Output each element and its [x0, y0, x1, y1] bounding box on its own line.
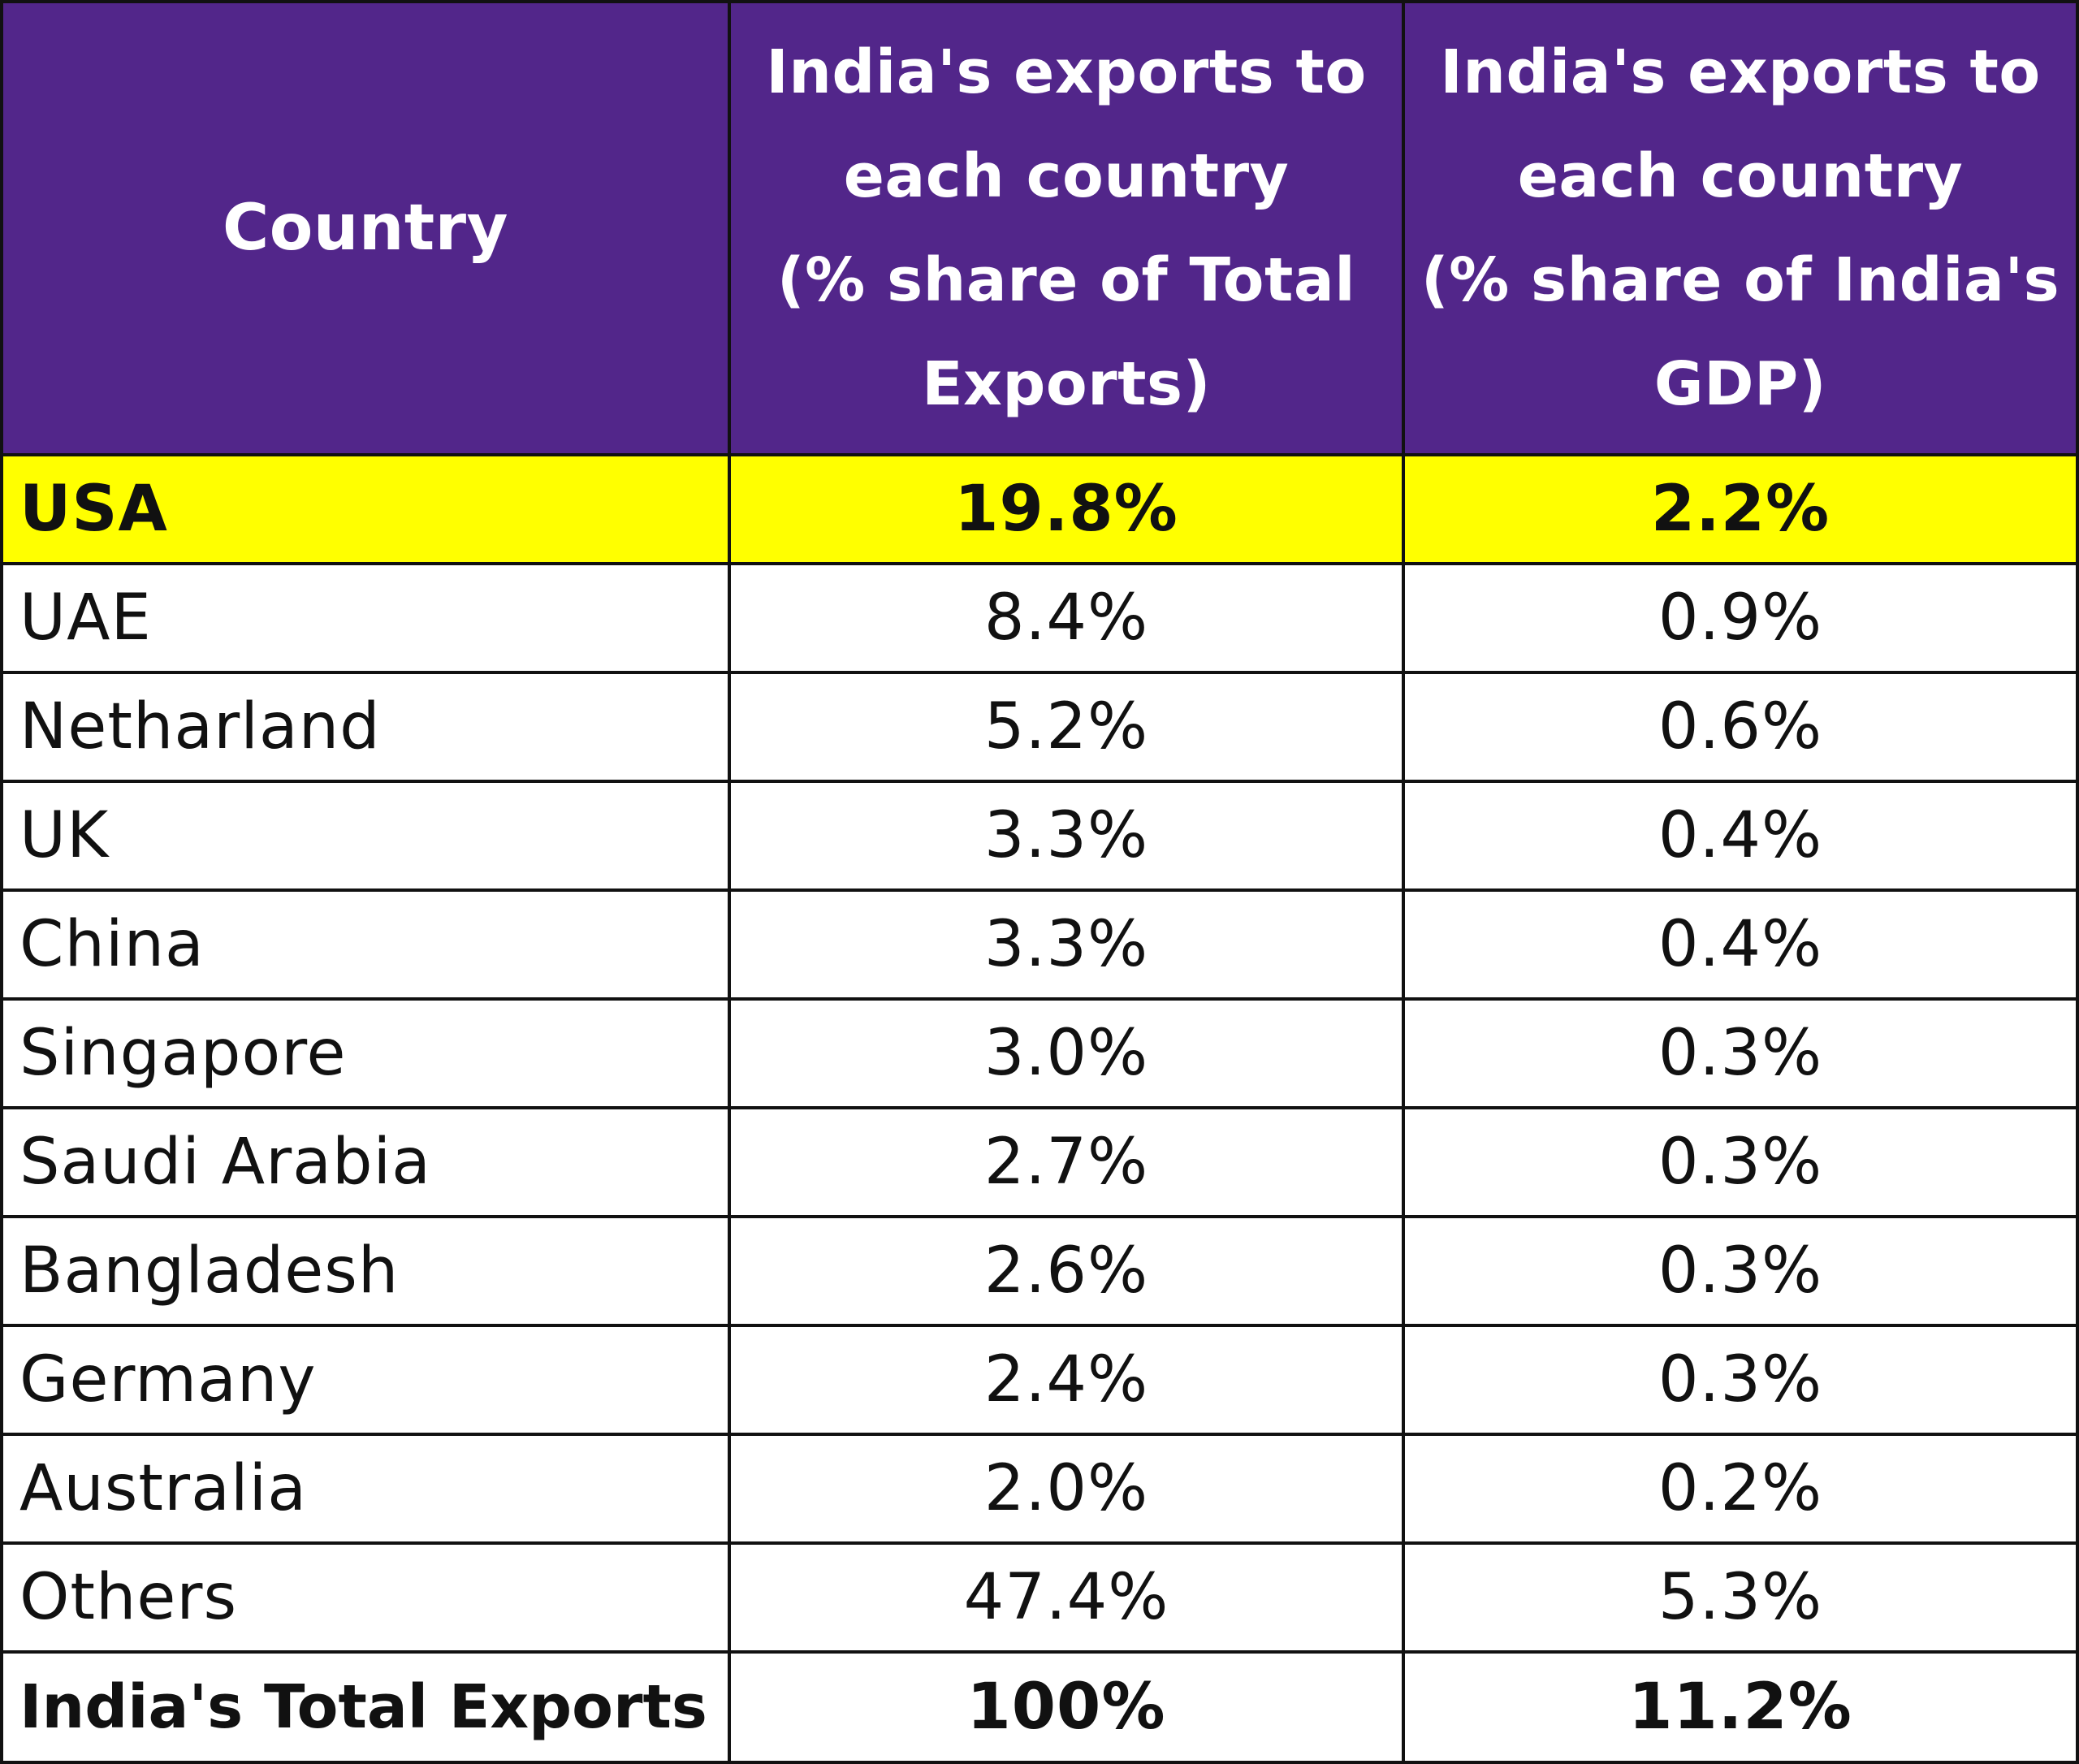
table-body: USA 19.8% 2.2% UAE 8.4% 0.9% Netharland 5.2% 0.6… — [0, 453, 2079, 1764]
header-line: (% share of Total — [776, 245, 1356, 315]
share-of-gdp-cell: 0.9% — [1402, 562, 2079, 674]
table-row: Netharland 5.2% 0.6% — [0, 671, 2079, 783]
country-cell: Germany — [0, 1324, 731, 1436]
header-line: (% share of India's — [1420, 245, 2060, 315]
share-of-exports-cell: 3.3% — [728, 780, 1405, 892]
share-of-gdp-cell: 0.6% — [1402, 671, 2079, 783]
header-line: Exports) — [922, 349, 1211, 419]
table-row: China 3.3% 0.4% — [0, 888, 2079, 1001]
share-of-gdp-cell: 0.3% — [1402, 997, 2079, 1109]
table-row: Saudi Arabia 2.7% 0.3% — [0, 1106, 2079, 1218]
share-of-gdp-cell: 0.3% — [1402, 1324, 2079, 1436]
table-row: Singapore 3.0% 0.3% — [0, 997, 2079, 1109]
table-row: UK 3.3% 0.4% — [0, 780, 2079, 892]
table-row: USA 19.8% 2.2% — [0, 453, 2079, 565]
share-of-exports-cell: 2.6% — [728, 1215, 1405, 1327]
table-row: Others 47.4% 5.3% — [0, 1541, 2079, 1654]
header-country: Country — [0, 0, 731, 456]
share-of-gdp-cell: 0.2% — [1402, 1433, 2079, 1545]
header-country-line: Country — [223, 192, 508, 265]
header-line: India's exports to — [1440, 37, 2041, 107]
share-of-exports-cell: 3.3% — [728, 888, 1405, 1001]
header-line: each country — [843, 141, 1290, 211]
header-line: India's exports to — [766, 37, 1367, 107]
share-of-gdp-cell: 0.4% — [1402, 780, 2079, 892]
share-of-exports-cell: 2.4% — [728, 1324, 1405, 1436]
table-row: UAE 8.4% 0.9% — [0, 562, 2079, 674]
share-of-exports-cell: 8.4% — [728, 562, 1405, 674]
header-share-of-gdp: India's exports to each country (% share… — [1402, 0, 2079, 456]
country-cell: Singapore — [0, 997, 731, 1109]
header-line: each country — [1517, 141, 1964, 211]
share-of-gdp-cell: 2.2% — [1402, 453, 2079, 565]
share-of-exports-cell: 3.0% — [728, 997, 1405, 1109]
header-line: GDP) — [1653, 349, 1827, 419]
country-cell: UAE — [0, 562, 731, 674]
share-of-exports-cell: 47.4% — [728, 1541, 1405, 1654]
country-cell: China — [0, 888, 731, 1001]
total-row: India's Total Exports 100% 11.2% — [0, 1650, 2079, 1764]
table-header-row: Country India's exports to each country … — [0, 0, 2079, 456]
table-row: Australia 2.0% 0.2% — [0, 1433, 2079, 1545]
share-of-exports-cell: 2.0% — [728, 1433, 1405, 1545]
table-row: Germany 2.4% 0.3% — [0, 1324, 2079, 1436]
table-row: Bangladesh 2.6% 0.3% — [0, 1215, 2079, 1327]
share-of-exports-cell: 5.2% — [728, 671, 1405, 783]
share-of-gdp-cell: 11.2% — [1402, 1650, 2079, 1764]
share-of-exports-cell: 100% — [728, 1650, 1405, 1764]
share-of-gdp-cell: 0.3% — [1402, 1215, 2079, 1327]
share-of-exports-cell: 2.7% — [728, 1106, 1405, 1218]
header-share-of-exports: India's exports to each country (% share… — [728, 0, 1405, 456]
country-cell: Netharland — [0, 671, 731, 783]
country-cell: Others — [0, 1541, 731, 1654]
country-cell: Saudi Arabia — [0, 1106, 731, 1218]
country-cell: UK — [0, 780, 731, 892]
country-cell: Bangladesh — [0, 1215, 731, 1327]
country-cell: Australia — [0, 1433, 731, 1545]
country-cell: India's Total Exports — [0, 1650, 731, 1764]
country-cell: USA — [0, 453, 731, 565]
share-of-gdp-cell: 0.3% — [1402, 1106, 2079, 1218]
share-of-exports-cell: 19.8% — [728, 453, 1405, 565]
share-of-gdp-cell: 5.3% — [1402, 1541, 2079, 1654]
share-of-gdp-cell: 0.4% — [1402, 888, 2079, 1001]
